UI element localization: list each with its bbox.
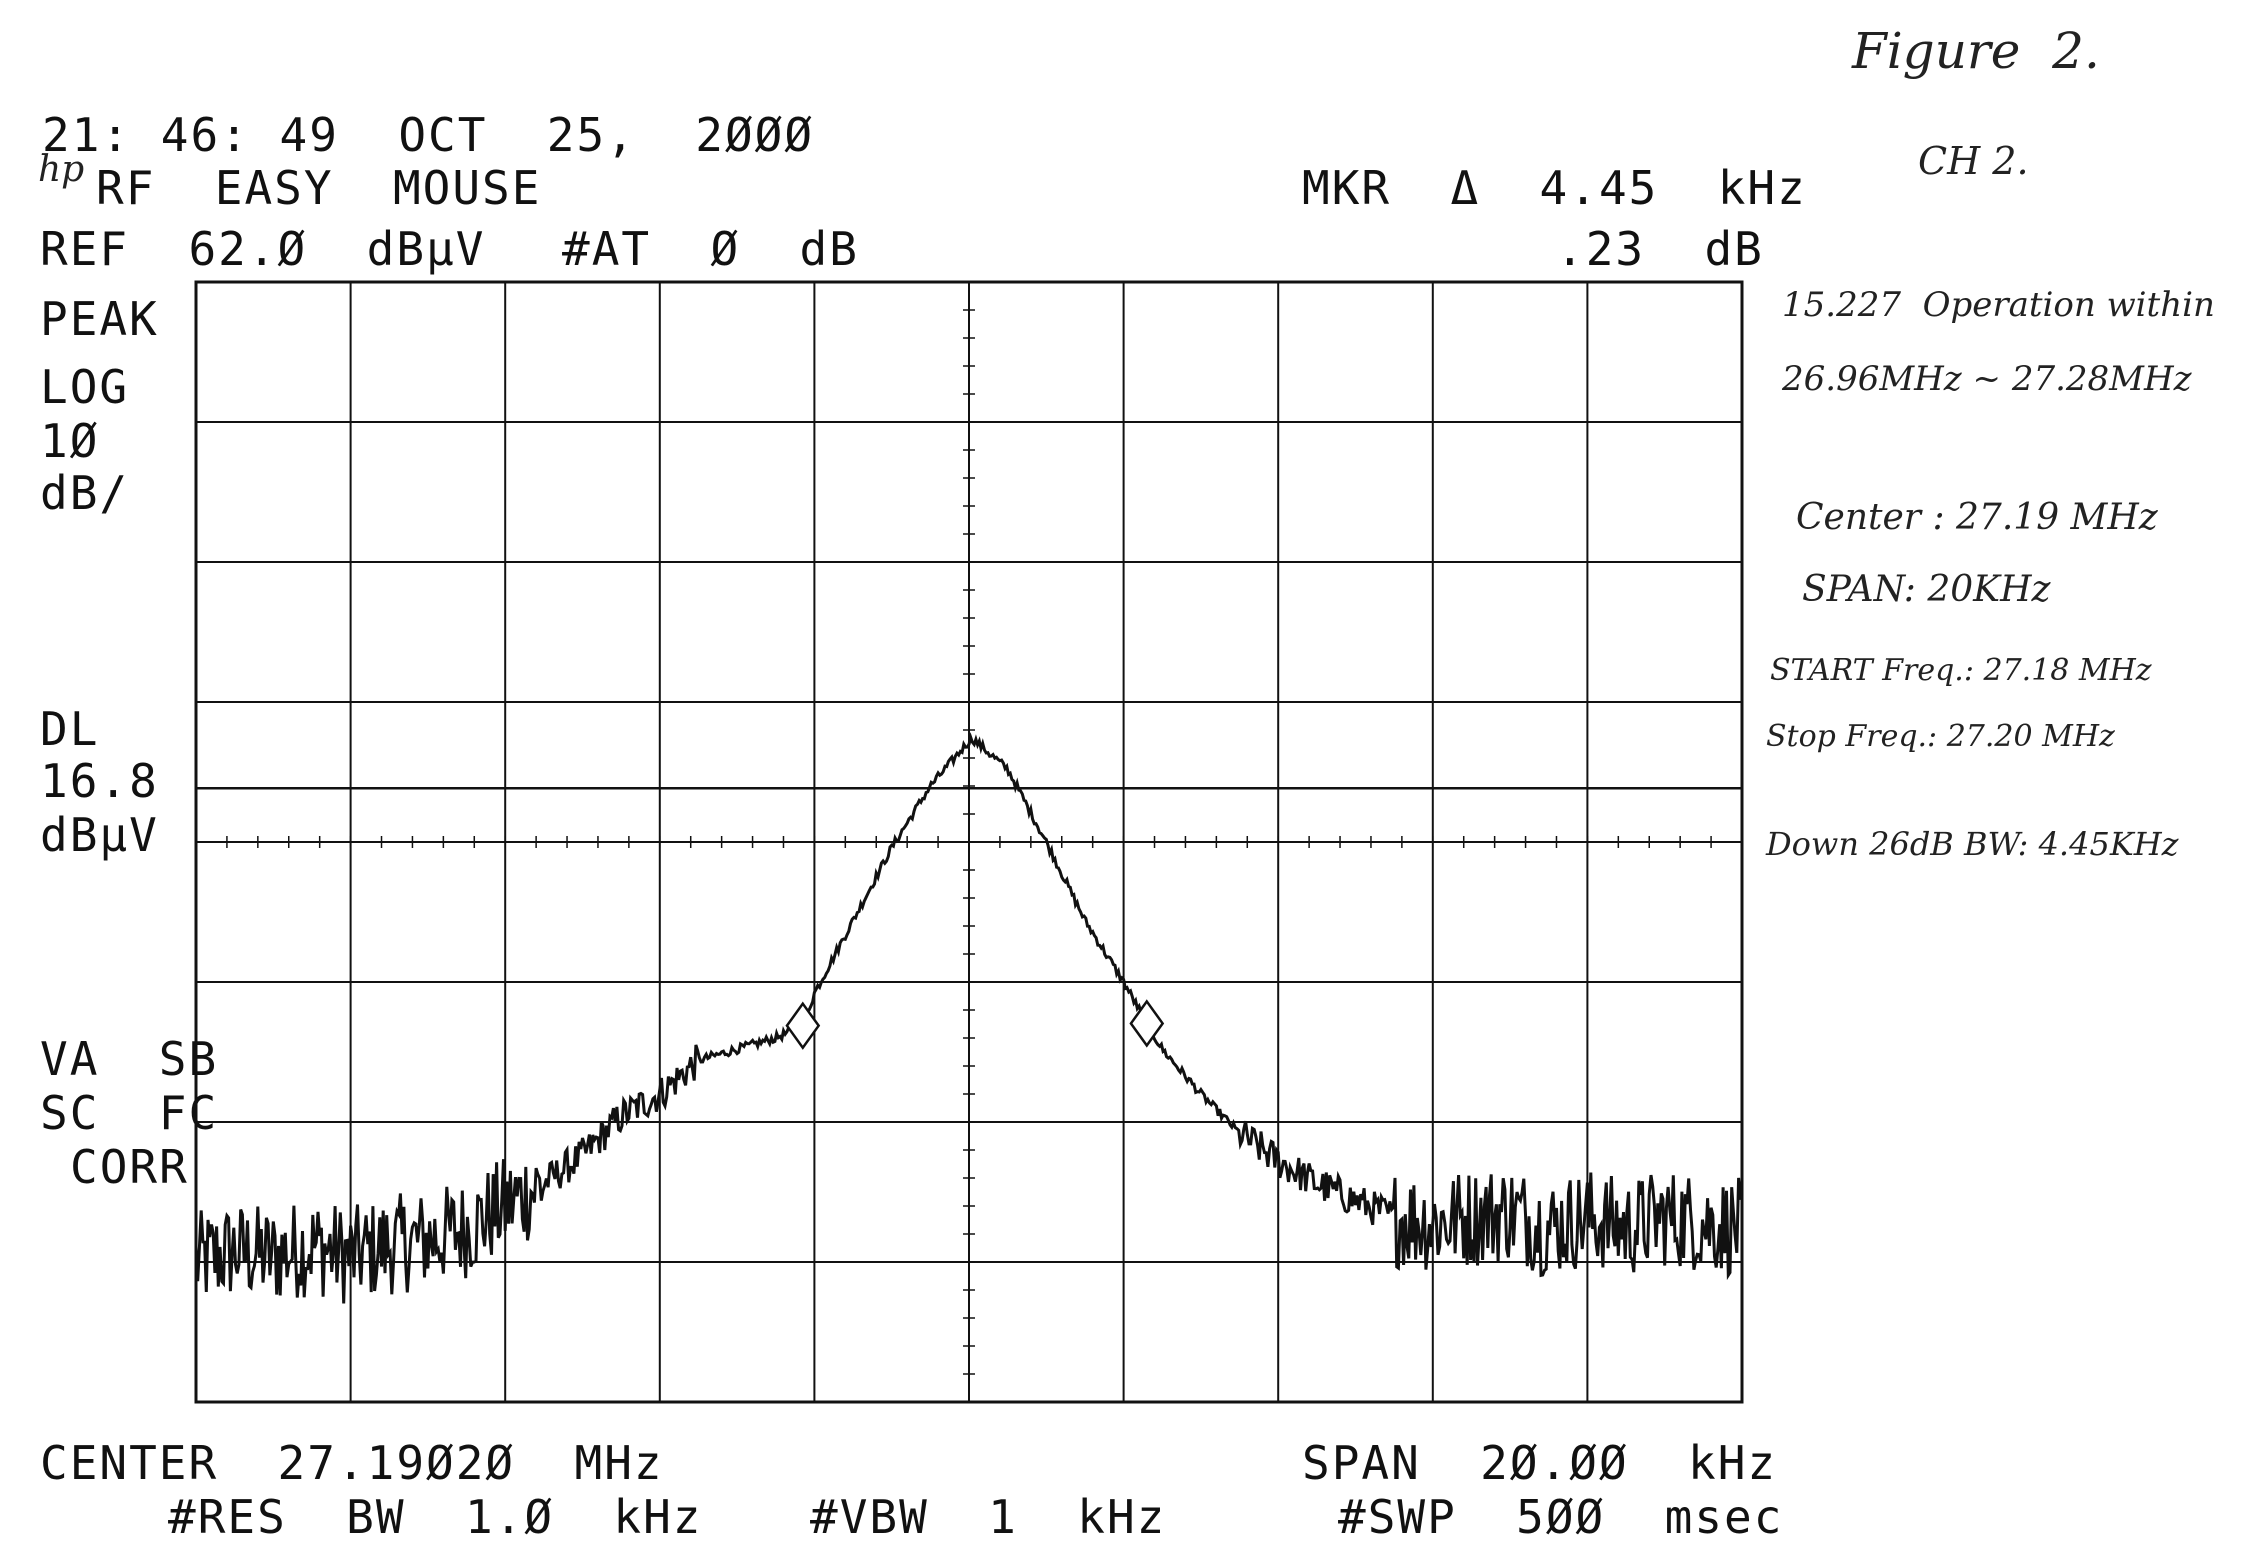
- attenuation: #AT Ø dB: [562, 222, 859, 276]
- hp-logo: hp: [38, 149, 85, 190]
- scale-type: LOG: [40, 360, 130, 414]
- marker-diamond: [1129, 999, 1165, 1048]
- note-band: 26.96MHz ~ 27.28MHz: [1782, 359, 2192, 399]
- scale-value: 1Ø: [40, 414, 100, 468]
- status-flags-1: VA SB: [40, 1032, 219, 1086]
- note-operation: 15.227 Operation within: [1782, 285, 2215, 325]
- note-span: SPAN: 20KHz: [1802, 569, 2051, 610]
- figure-label: Figure 2.: [1852, 22, 2100, 80]
- display-line-value: 16.8: [40, 754, 159, 808]
- video-bandwidth: #VBW 1 kHz: [810, 1490, 1167, 1544]
- markers: [785, 999, 1165, 1050]
- span: SPAN 2Ø.ØØ kHz: [1302, 1436, 1778, 1490]
- status-flags-3: CORR: [70, 1140, 189, 1194]
- graticule: [194, 280, 1744, 1404]
- note-start: START Freq.: 27.18 MHz: [1770, 653, 2152, 688]
- reference-level: REF 62.Ø dBµV: [40, 222, 486, 276]
- channel-label: CH 2.: [1918, 139, 2029, 183]
- status-flags-2: SC FC: [40, 1086, 219, 1140]
- spectrum-trace: [194, 731, 1744, 1304]
- marker-delta-amplitude: .23 dB: [1556, 222, 1764, 276]
- timestamp: 21: 46: 49 OCT 25, 2ØØØ: [42, 108, 815, 162]
- note-bandwidth: Down 26dB BW: 4.45KHz: [1766, 825, 2179, 863]
- note-center: Center : 27.19 MHz: [1796, 497, 2158, 538]
- screen-title: RF EASY MOUSE: [96, 161, 542, 215]
- display-line-unit: dBµV: [40, 808, 159, 862]
- center-frequency: CENTER 27.19Ø2Ø MHz: [40, 1436, 664, 1490]
- marker-delta-frequency: MKR Δ 4.45 kHz: [1302, 161, 1807, 215]
- display-line-label: DL: [40, 702, 100, 756]
- scale-unit: dB/: [40, 466, 130, 520]
- detector-mode: PEAK: [40, 292, 159, 346]
- sweep-time: #SWP 5ØØ msec: [1338, 1490, 1784, 1544]
- resolution-bandwidth: #RES BW 1.Ø kHz: [168, 1490, 703, 1544]
- note-stop: Stop Freq.: 27.20 MHz: [1766, 719, 2115, 754]
- marker-diamond: [785, 1001, 821, 1050]
